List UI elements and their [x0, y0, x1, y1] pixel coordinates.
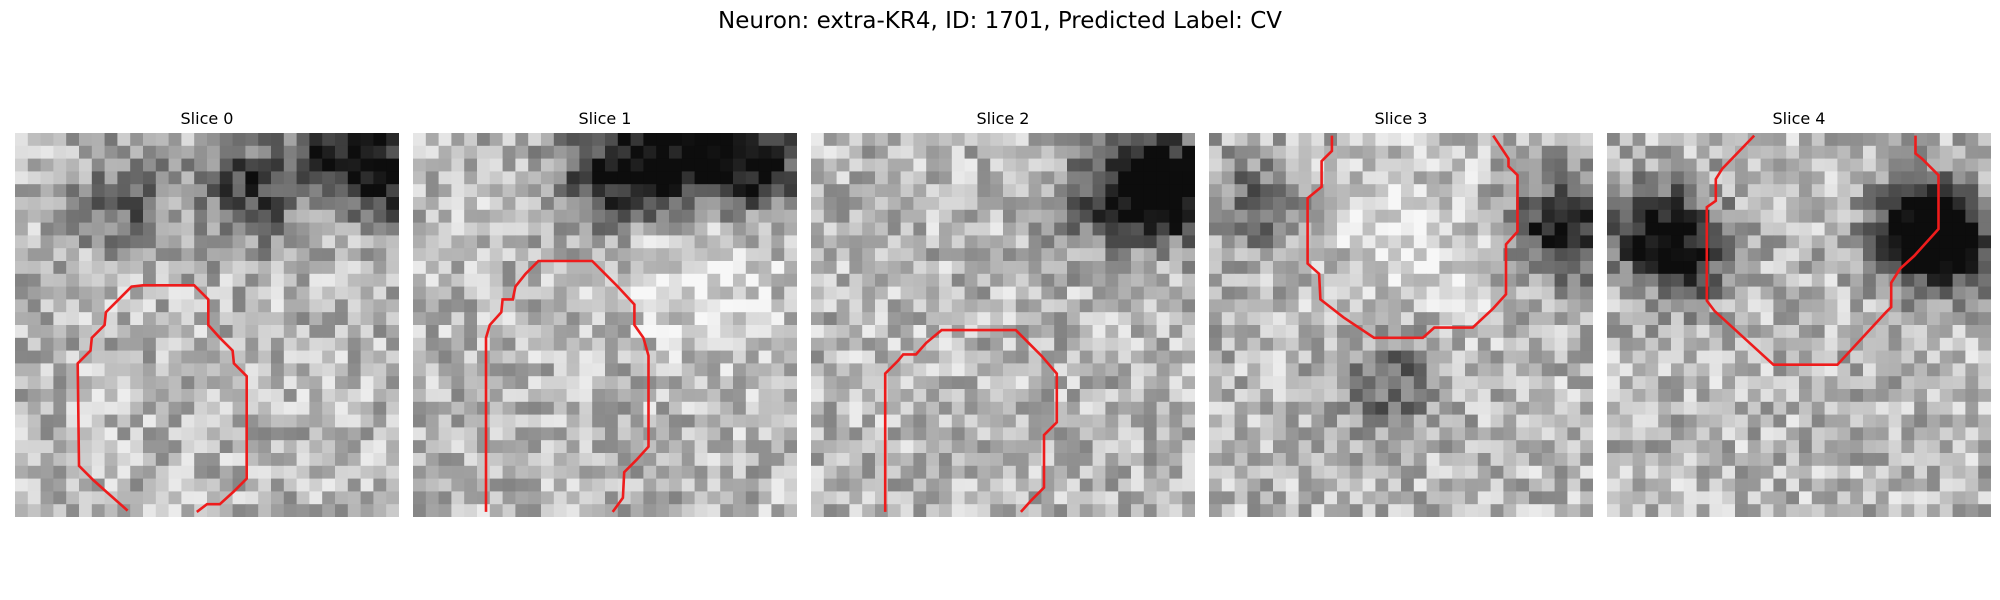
- slice-image: [1209, 133, 1593, 517]
- slice-title: Slice 0: [180, 109, 234, 128]
- pixel-grid: [811, 133, 1195, 517]
- slice-panel-0: Slice 0: [15, 108, 399, 517]
- pixel-grid: [1209, 133, 1593, 517]
- slice-title: Slice 1: [578, 109, 632, 128]
- slice-image: [413, 133, 797, 517]
- slice-panel-1: Slice 1: [413, 108, 797, 517]
- slice-title: Slice 3: [1374, 109, 1428, 128]
- neuron-contour: [883, 328, 1059, 513]
- slice-image: [1607, 133, 1991, 517]
- slice-image: [811, 133, 1195, 517]
- slice-title: Slice 4: [1772, 109, 1826, 128]
- figure-title: Neuron: extra-KR4, ID: 1701, Predicted L…: [717, 8, 1283, 34]
- slice-panel-2: Slice 2: [811, 108, 1195, 517]
- pixel-grid: [15, 133, 399, 517]
- slice-image: [15, 133, 399, 517]
- neuron-contour: [1306, 134, 1519, 340]
- slice-panel-4: Slice 4: [1607, 108, 1991, 517]
- slice-title: Slice 2: [976, 109, 1030, 128]
- neuron-contour: [1705, 134, 1940, 366]
- pixel-grid: [413, 133, 797, 517]
- pixel-grid: [1607, 133, 1991, 517]
- slice-panel-3: Slice 3: [1209, 108, 1593, 517]
- neuron-contour: [76, 284, 248, 513]
- neuron-contour: [484, 259, 650, 513]
